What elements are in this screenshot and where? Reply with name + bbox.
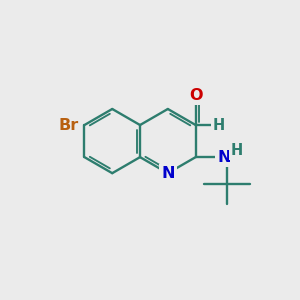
Text: H: H xyxy=(213,118,225,133)
Text: H: H xyxy=(230,143,243,158)
Text: N: N xyxy=(218,150,231,165)
Text: O: O xyxy=(189,88,202,103)
Text: N: N xyxy=(161,166,175,181)
Text: Br: Br xyxy=(59,118,79,133)
